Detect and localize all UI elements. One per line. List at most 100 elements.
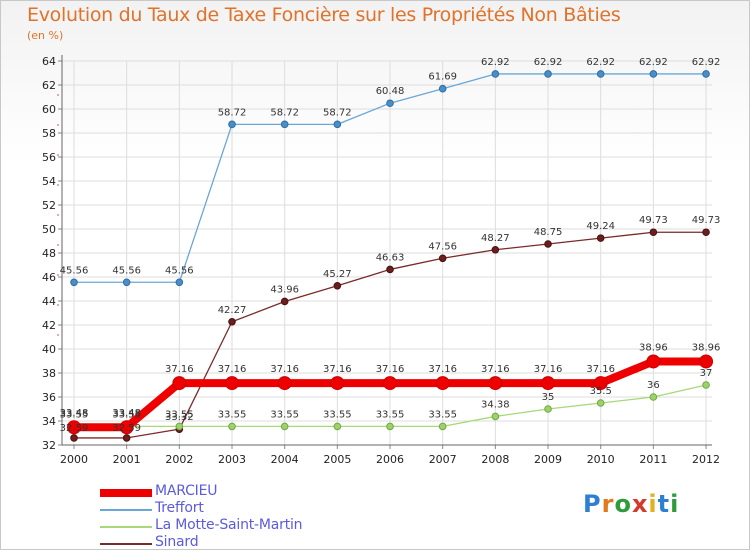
data-point-treffort — [491, 70, 500, 78]
y-tick-label: 60 — [42, 103, 56, 116]
data-point-treffort — [702, 70, 710, 78]
x-tick-label: 2004 — [271, 453, 299, 466]
y-tick-label: 40 — [42, 343, 56, 356]
data-label-la-motte-saint-martin: 33.55 — [270, 409, 299, 420]
data-point-la-motte-saint-martin — [491, 412, 500, 421]
data-label-sinard: 43.96 — [270, 284, 299, 295]
data-point-treffort — [280, 120, 289, 129]
data-point-la-motte-saint-martin — [280, 422, 289, 431]
data-point-treffort — [175, 278, 184, 287]
data-label-sinard: 42.27 — [218, 305, 247, 316]
data-label-marcieu: 33.48 — [60, 408, 89, 419]
data-label-marcieu: 38.96 — [639, 342, 668, 353]
data-label-treffort: 62.92 — [639, 57, 668, 68]
x-tick-label: 2002 — [165, 453, 193, 466]
legend-swatch — [100, 543, 152, 545]
x-tick-label: 2003 — [218, 453, 246, 466]
data-label-la-motte-saint-martin: 36 — [647, 380, 660, 391]
legend-label: Treffort — [155, 500, 204, 516]
data-label-sinard: 33.32 — [165, 412, 194, 423]
y-tick-label: 38 — [42, 367, 56, 380]
data-label-sinard: 48.75 — [534, 227, 563, 238]
data-point-treffort — [649, 70, 658, 78]
data-point-marcieu — [488, 376, 503, 391]
chart-title: Evolution du Taux de Taxe Foncière sur l… — [27, 4, 621, 26]
data-label-sinard: 48.27 — [481, 233, 510, 244]
y-tick-label: 32 — [42, 439, 56, 452]
x-tick-label: 2000 — [60, 453, 88, 466]
data-point-marcieu — [119, 420, 134, 435]
x-tick-label: 2012 — [692, 453, 720, 466]
data-label-la-motte-saint-martin: 35 — [542, 392, 555, 403]
proxiti-logo: Proxiti — [583, 490, 679, 518]
x-tick-label: 2001 — [113, 453, 141, 466]
data-label-marcieu: 38.96 — [692, 342, 721, 353]
data-label-la-motte-saint-martin: 33.55 — [323, 409, 352, 420]
logo-letter: P — [583, 490, 602, 518]
data-label-marcieu: 37.16 — [481, 364, 510, 375]
data-point-marcieu — [646, 354, 661, 369]
data-label-marcieu: 37.16 — [323, 364, 352, 375]
data-label-sinard: 49.24 — [586, 221, 615, 232]
data-point-treffort — [596, 70, 605, 78]
data-point-treffort — [228, 120, 236, 129]
data-label-marcieu: 33.48 — [112, 408, 141, 419]
data-label-treffort: 45.56 — [112, 265, 141, 276]
y-tick-label: 48 — [42, 247, 56, 260]
data-point-marcieu — [699, 354, 714, 369]
data-label-marcieu: 37.16 — [428, 364, 457, 375]
y-tick-label: 52 — [42, 199, 56, 212]
y-tick-label: 36 — [42, 391, 56, 404]
data-point-marcieu — [435, 376, 450, 391]
data-point-sinard — [491, 245, 500, 254]
legend-item: MARCIEU — [100, 483, 360, 501]
data-point-sinard — [649, 228, 658, 237]
unit-label: (en %) — [27, 29, 64, 42]
logo-letter: o — [614, 490, 632, 518]
data-label-treffort: 45.56 — [60, 265, 89, 276]
y-tick-label: 58 — [42, 127, 56, 140]
data-point-sinard — [70, 434, 78, 442]
legend-item: Treffort — [100, 500, 360, 518]
x-tick-label: 2009 — [534, 453, 562, 466]
data-label-la-motte-saint-martin: 33.55 — [165, 409, 194, 420]
data-label-la-motte-saint-martin: 37 — [700, 368, 713, 379]
data-point-treffort — [333, 120, 342, 129]
y-tick-label: 64 — [42, 55, 56, 68]
y-tick-label: 42 — [42, 319, 56, 332]
data-point-marcieu — [383, 376, 398, 391]
data-point-treffort — [70, 278, 78, 287]
data-point-marcieu — [225, 376, 240, 391]
legend-item: La Motte-Saint-Martin — [100, 517, 360, 535]
data-point-marcieu — [67, 420, 81, 435]
data-point-marcieu — [277, 376, 292, 391]
legend-swatch — [100, 526, 152, 528]
data-point-la-motte-saint-martin — [702, 381, 710, 389]
legend-swatch — [100, 489, 152, 497]
data-label-treffort: 58.72 — [218, 107, 247, 118]
data-label-treffort: 45.56 — [165, 265, 194, 276]
data-point-sinard — [228, 317, 236, 326]
data-point-sinard — [280, 297, 289, 306]
data-label-treffort: 58.72 — [270, 107, 299, 118]
legend-label: Sinard — [155, 534, 199, 550]
data-label-sinard: 49.73 — [692, 215, 721, 226]
logo-letter: i — [648, 490, 658, 518]
legend-label: La Motte-Saint-Martin — [155, 517, 303, 533]
data-label-la-motte-saint-martin: 34.38 — [481, 399, 510, 410]
x-tick-label: 2011 — [639, 453, 667, 466]
legend-label: MARCIEU — [155, 483, 218, 499]
x-tick-label: 2010 — [587, 453, 615, 466]
data-point-la-motte-saint-martin — [649, 393, 658, 401]
y-tick-label: 44 — [42, 295, 56, 308]
data-point-la-motte-saint-martin — [228, 422, 236, 431]
data-point-sinard — [386, 265, 394, 274]
data-point-sinard — [438, 254, 447, 263]
data-label-sinard: 47.56 — [428, 241, 457, 252]
data-point-marcieu — [172, 376, 187, 391]
data-label-marcieu: 37.16 — [534, 364, 563, 375]
data-point-marcieu — [330, 376, 345, 391]
data-label-marcieu: 37.16 — [376, 364, 405, 375]
x-tick-label: 2007 — [429, 453, 457, 466]
